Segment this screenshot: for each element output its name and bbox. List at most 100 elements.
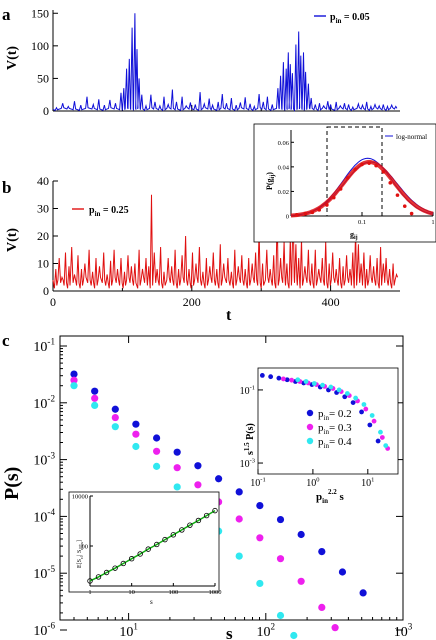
inset-c-left-point bbox=[195, 517, 202, 524]
inset-b-point bbox=[294, 212, 299, 217]
inset-b-point bbox=[310, 210, 315, 215]
inset-c-left-point bbox=[112, 565, 118, 571]
panel-c-point-magenta bbox=[111, 413, 119, 422]
panel-a-ylabel: V(t) bbox=[5, 46, 20, 70]
panel-c-point-cyan bbox=[153, 462, 161, 470]
panel-c-point-blue bbox=[256, 501, 264, 510]
panel-c-point-cyan bbox=[132, 442, 140, 451]
panel-b-series-line bbox=[52, 194, 399, 289]
panel-c-point-blue bbox=[235, 488, 243, 496]
inset-c-right-point-cyan bbox=[378, 429, 383, 435]
inset-b-legend: log-normal bbox=[396, 133, 427, 141]
inset-b-ytick-label: 0 bbox=[286, 214, 289, 221]
panel-b-ytick-label: 10 bbox=[37, 257, 49, 271]
inset-c-right-point-blue bbox=[359, 409, 364, 415]
panel-c-ytick-label: 10-6 bbox=[33, 621, 55, 639]
inset-c-right-point-cyan bbox=[361, 402, 367, 407]
panel-c-point-magenta bbox=[194, 481, 202, 489]
panel-label-b: b bbox=[2, 178, 11, 197]
inset-c-right-point-magenta bbox=[363, 406, 369, 412]
panel-c-point-blue bbox=[91, 387, 99, 395]
inset-b-point bbox=[353, 167, 357, 172]
inset-c-left-point bbox=[87, 578, 93, 584]
inset-b-point bbox=[331, 195, 336, 200]
panel-c-ytick-label: 10-4 bbox=[33, 507, 55, 525]
inset-c-right-xtick-label: 101 bbox=[361, 477, 374, 490]
panel-b-xtick-label: 0 bbox=[50, 295, 56, 309]
inset-c-right-point-blue bbox=[284, 377, 290, 383]
inset-c-left-point bbox=[203, 512, 210, 519]
inset-b-xlabel: gij bbox=[350, 230, 358, 241]
inset-c-left-ytick-label: 10000 bbox=[72, 494, 88, 501]
inset-c-right-point-blue bbox=[259, 372, 265, 378]
inset-b-point bbox=[381, 169, 386, 174]
inset-c-left-point bbox=[103, 569, 110, 576]
inset-b-xtick-label: 1 bbox=[431, 219, 434, 226]
panel-c-point-cyan bbox=[91, 401, 99, 409]
panel-b-ytick-label: 20 bbox=[37, 229, 49, 243]
inset-c-right-point-cyan bbox=[295, 377, 301, 383]
inset-c-left-point bbox=[187, 522, 193, 528]
panel-c-point-blue bbox=[318, 548, 326, 556]
inset-c-right-legend-marker bbox=[306, 423, 314, 431]
panel-c-point-blue bbox=[338, 568, 347, 576]
inset-c-left-point bbox=[120, 560, 127, 567]
panel-a-ytick-label: 100 bbox=[31, 39, 49, 53]
inset-c-right-point-cyan bbox=[303, 379, 309, 384]
panel-c-point-cyan bbox=[70, 382, 78, 390]
panel-c-xtick-label: 103 bbox=[394, 622, 413, 640]
inset-b: 0 0.02 0.04 0.06 0.1 1 log-normal P(gij) gij bbox=[253, 123, 436, 243]
panel-c-point-blue bbox=[297, 530, 305, 539]
panel-c-ytick-label: 10-1 bbox=[33, 337, 55, 355]
panel-c-xtick-label: 102 bbox=[257, 622, 276, 640]
inset-c-right-point-blue bbox=[342, 394, 348, 400]
panel-c-point-blue bbox=[359, 589, 367, 597]
inset-c-left-point bbox=[95, 574, 102, 580]
panel-c-point-magenta bbox=[297, 577, 305, 585]
inset-c-left-xtick-label: 100 bbox=[168, 589, 178, 596]
panel-c-point-cyan bbox=[111, 423, 119, 431]
inset-c-right-point-cyan bbox=[328, 384, 334, 390]
inset-c-left-point bbox=[128, 556, 135, 562]
inset-c-right-xtick-label: 10-1 bbox=[250, 477, 265, 490]
panel-c-point-cyan bbox=[235, 552, 243, 560]
inset-b-point bbox=[409, 211, 414, 216]
panel-label-c: c bbox=[2, 331, 10, 350]
panel-b-ytick-label: 40 bbox=[37, 174, 49, 188]
inset-b-ytick-label: 0.04 bbox=[278, 164, 290, 171]
inset-b-point bbox=[367, 161, 371, 165]
inset-c-left-xtick-label: 10 bbox=[128, 589, 135, 596]
panel-a-ytick-label: 150 bbox=[31, 6, 49, 20]
panel-c-point-magenta bbox=[318, 603, 326, 611]
panel-c-point-magenta bbox=[235, 515, 243, 523]
inset-c-left-point bbox=[179, 527, 185, 533]
inset-c-right-legend-marker bbox=[306, 437, 314, 445]
inset-b-point bbox=[395, 193, 400, 197]
panel-c-point-blue bbox=[153, 434, 161, 442]
panel-c-point-magenta bbox=[173, 464, 181, 472]
panel-c-point-blue bbox=[132, 420, 140, 428]
inset-c-right-point-cyan bbox=[369, 413, 375, 418]
inset-c-right-point-blue bbox=[367, 422, 373, 428]
inset-c-left-fit-line bbox=[89, 509, 216, 582]
inset-b-point bbox=[388, 181, 393, 185]
inset-b-point bbox=[325, 203, 329, 207]
inset-c-right-point-magenta bbox=[379, 435, 385, 440]
panel-c-point-blue bbox=[70, 370, 78, 378]
panel-c-point-magenta bbox=[276, 555, 285, 563]
inset-b-ytick-label: 0.06 bbox=[278, 140, 290, 147]
panel-a-ytick-label: 50 bbox=[37, 71, 49, 85]
inset-c-left-point bbox=[145, 546, 151, 552]
inset-c-left-xlabel: s bbox=[150, 598, 153, 606]
inset-c-right-legend-label: pin= 0.3 bbox=[318, 422, 352, 436]
inset-c-left-point bbox=[137, 551, 143, 557]
inset-c-right-xtick-label: 100 bbox=[306, 477, 319, 490]
inset-b-point bbox=[402, 204, 407, 208]
panel-c-ytick-label: 10-2 bbox=[33, 394, 55, 412]
inset-c-right-point-magenta bbox=[289, 377, 295, 383]
inset-c-left-ylabel: E[Scl| Smax] bbox=[77, 540, 84, 568]
inset-b-ytick-label: 0.02 bbox=[278, 189, 289, 196]
panel-c-point-cyan bbox=[256, 579, 264, 588]
inset-c-left-ytick-label: 100 bbox=[78, 544, 88, 551]
